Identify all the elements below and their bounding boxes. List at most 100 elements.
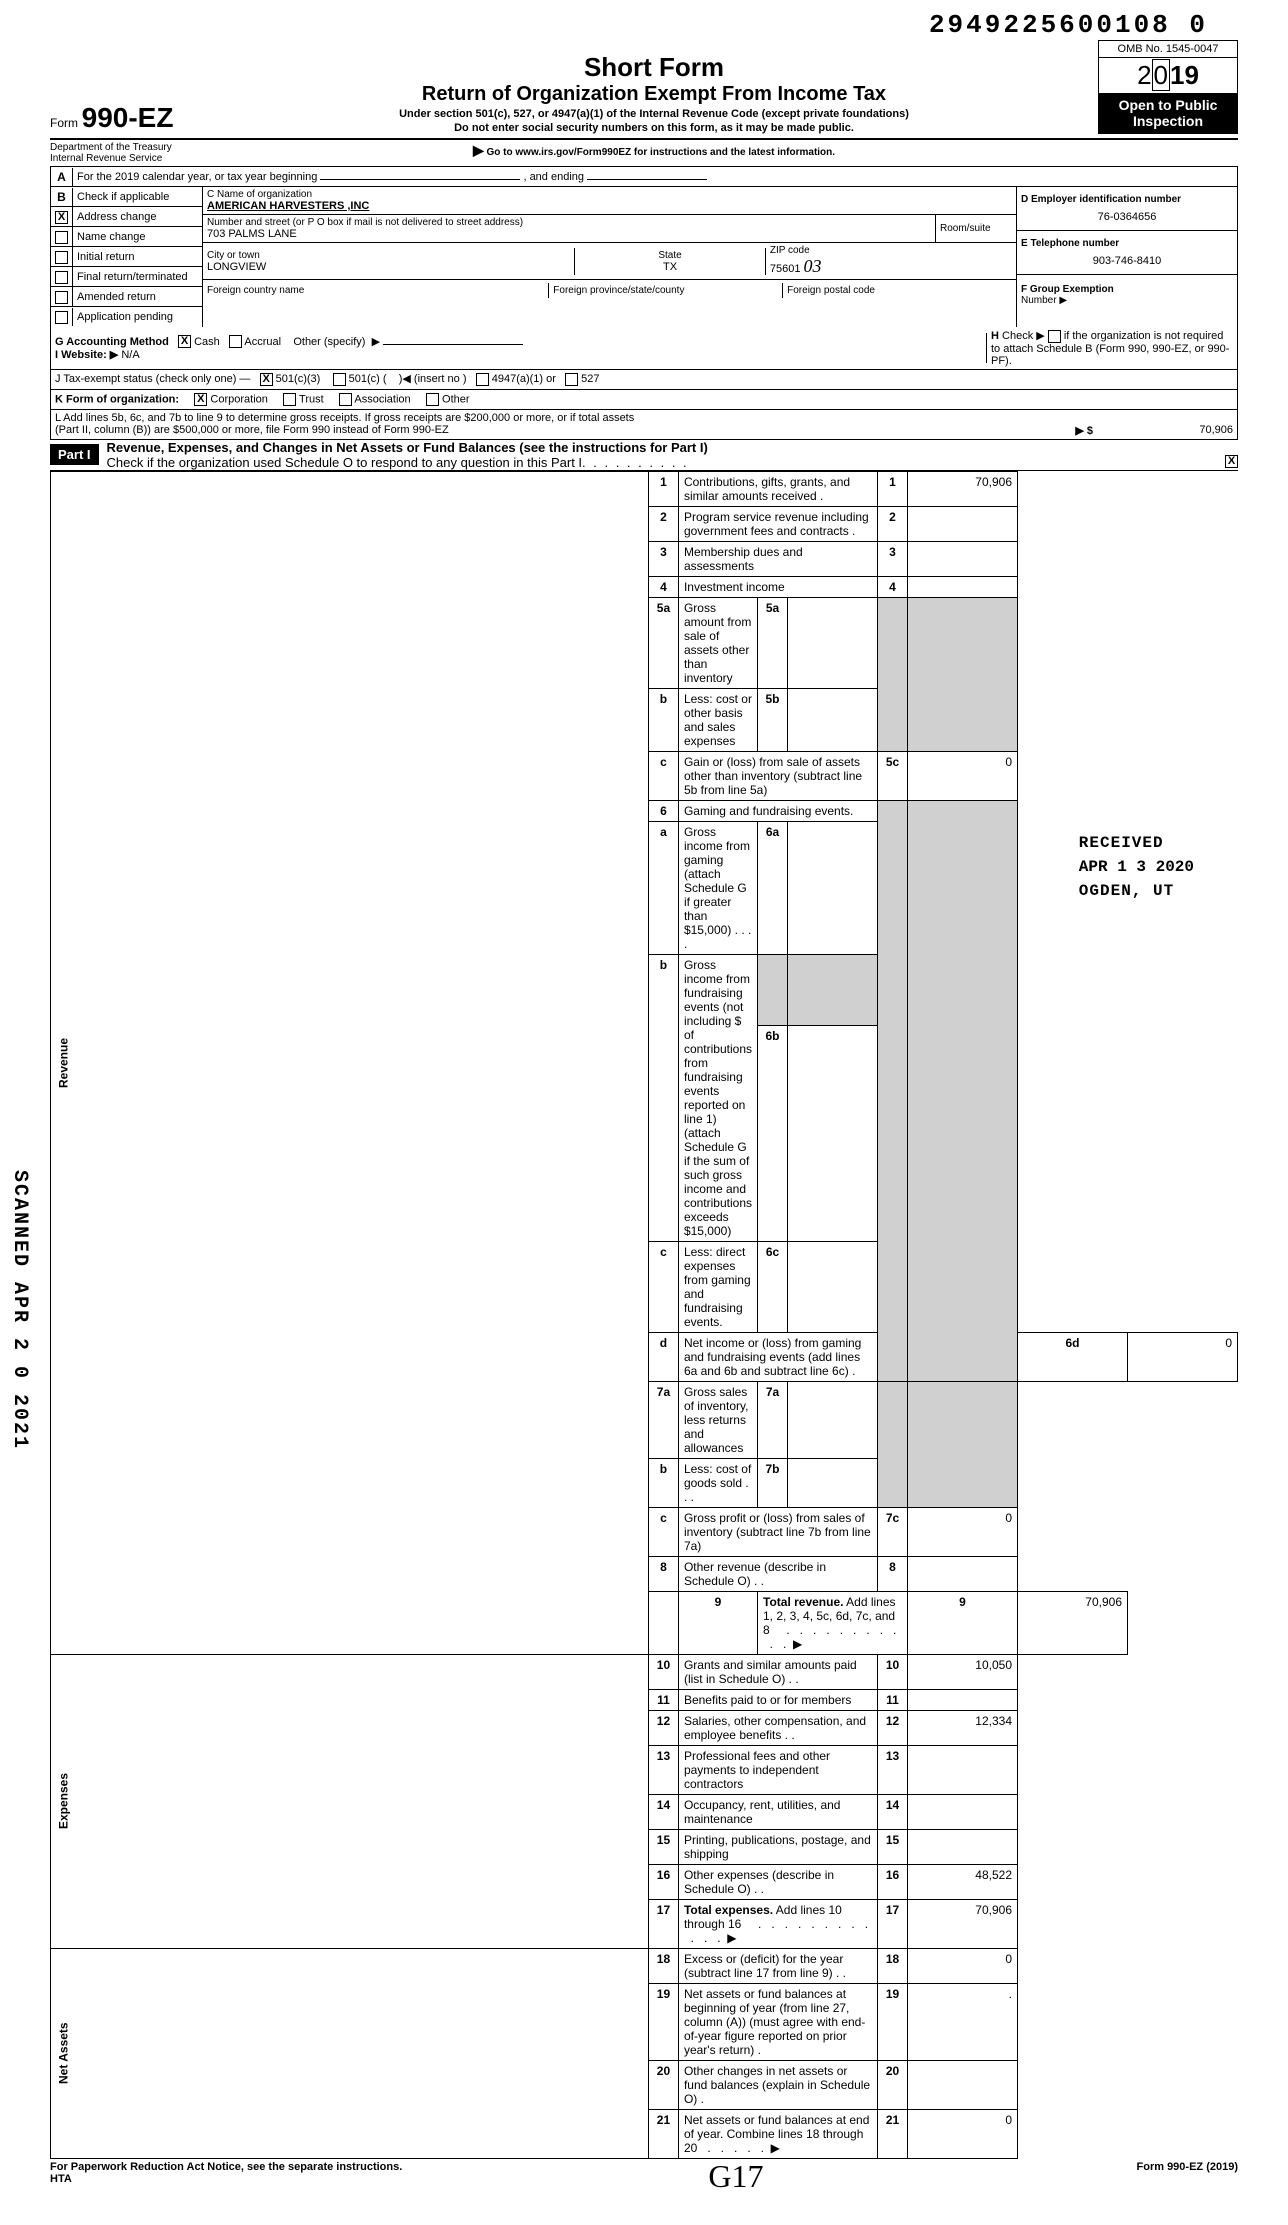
line-12-desc: Salaries, other compensation, and employ…	[678, 1710, 877, 1745]
city-label: City or town	[207, 250, 570, 261]
line-21-desc: Net assets or fund balances at end of ye…	[684, 2113, 869, 2155]
phone-value: 903-746-8410	[1021, 249, 1233, 267]
line-1-value: 70,906	[908, 471, 1018, 506]
checkbox-name-change[interactable]	[55, 231, 68, 244]
form-footer-right: Form 990-EZ (2019)	[1137, 2161, 1239, 2185]
part-1-header: Part I Revenue, Expenses, and Changes in…	[50, 439, 1238, 471]
title-return: Return of Organization Exempt From Incom…	[210, 83, 1098, 106]
part-1-table: Revenue 1 Contributions, gifts, grants, …	[50, 471, 1238, 2159]
paperwork-notice: For Paperwork Reduction Act Notice, see …	[50, 2161, 402, 2173]
hta-label: HTA	[50, 2173, 72, 2185]
revenue-label: Revenue	[51, 471, 649, 1654]
checkbox-amended[interactable]	[55, 291, 68, 304]
line-7b-desc: Less: cost of goods sold . . .	[678, 1458, 757, 1507]
line-j-label: J Tax-exempt status (check only one) —	[55, 373, 250, 385]
checkbox-final-return[interactable]	[55, 271, 68, 284]
line-7c-desc: Gross profit or (loss) from sales of inv…	[678, 1507, 877, 1556]
checkbox-4947[interactable]	[476, 373, 489, 386]
expenses-label: Expenses	[51, 1654, 649, 1948]
line-16-value: 48,522	[908, 1864, 1018, 1899]
line-l-arrow: ▶ $	[1075, 424, 1093, 437]
line-13-desc: Professional fees and other payments to …	[678, 1745, 877, 1794]
scanned-stamp: SCANNED APR 2 0 2021	[8, 1170, 31, 1450]
line-8-desc: Other revenue (describe in Schedule O) .…	[678, 1556, 877, 1591]
checkbox-other-org[interactable]	[426, 393, 439, 406]
line-17-value: 70,906	[908, 1899, 1018, 1948]
line-7a-desc: Gross sales of inventory, less returns a…	[678, 1381, 757, 1458]
line-15-value	[908, 1829, 1018, 1864]
initial-return-label: Initial return	[73, 249, 202, 265]
line-6d-desc: Net income or (loss) from gaming and fun…	[678, 1332, 877, 1381]
line-i-label: I Website: ▶	[55, 349, 118, 361]
checkbox-trust[interactable]	[283, 393, 296, 406]
line-7c-value: 0	[908, 1507, 1018, 1556]
line-6c-mid	[788, 1241, 878, 1332]
line-7b-mid	[788, 1458, 878, 1507]
state-label: State	[579, 250, 761, 261]
amended-label: Amended return	[73, 289, 202, 305]
line-19-desc: Net assets or fund balances at beginning…	[678, 1983, 877, 2060]
line-10-desc: Grants and similar amounts paid (list in…	[678, 1654, 877, 1689]
checkbox-527[interactable]	[565, 373, 578, 386]
org-zip: 75601	[770, 263, 801, 275]
line-5c-desc: Gain or (loss) from sale of assets other…	[678, 751, 877, 800]
title-short-form: Short Form	[210, 52, 1098, 83]
accrual-label: Accrual	[244, 336, 281, 348]
app-pending-label: Application pending	[73, 309, 202, 325]
line-1-desc: Contributions, gifts, grants, and simila…	[678, 471, 877, 506]
line-5b-mid	[788, 688, 878, 751]
line-9-value: 70,906	[1018, 1591, 1128, 1654]
line-6-desc: Gaming and fundraising events.	[678, 800, 877, 821]
stamp-location: OGDEN, UT	[1079, 882, 1194, 900]
checkbox-accrual[interactable]	[229, 335, 242, 348]
cash-label: Cash	[194, 336, 220, 348]
handwritten-note: G17	[708, 2158, 763, 2195]
line-l-value: 70,906	[1093, 424, 1233, 437]
checkbox-cash[interactable]: X	[178, 335, 191, 348]
received-stamp: RECEIVED APR 1 3 2020 OGDEN, UT	[1075, 830, 1198, 904]
address-change-label: Address change	[73, 209, 202, 225]
check-applicable-label: Check if applicable	[73, 189, 202, 205]
checkbox-corp[interactable]: X	[194, 393, 207, 406]
line-l-text2: (Part II, column (B)) are $500,000 or mo…	[55, 424, 449, 437]
line-g-label: G Accounting Method	[55, 336, 169, 348]
checkbox-assoc[interactable]	[339, 393, 352, 406]
checkbox-address-change[interactable]: X	[55, 211, 68, 224]
org-city: LONGVIEW	[207, 261, 570, 273]
line-18-value: 0	[908, 1948, 1018, 1983]
line-12-value: 12,334	[908, 1710, 1018, 1745]
line-14-value	[908, 1794, 1018, 1829]
footer: For Paperwork Reduction Act Notice, see …	[50, 2161, 1238, 2185]
line-8-value	[908, 1556, 1018, 1591]
line-6a-mid	[788, 821, 878, 954]
line-11-value	[908, 1689, 1018, 1710]
527-label: 527	[581, 373, 599, 385]
dept-treasury: Department of the Treasury	[50, 142, 210, 153]
line-15-desc: Printing, publications, postage, and shi…	[678, 1829, 877, 1864]
501c3-label: 501(c)(3)	[276, 373, 321, 385]
netassets-label: Net Assets	[51, 1948, 649, 2158]
checkbox-app-pending[interactable]	[55, 311, 68, 324]
name-change-label: Name change	[73, 229, 202, 245]
assoc-label: Association	[354, 393, 410, 405]
checkbox-schedule-o[interactable]: X	[1225, 455, 1238, 468]
line-2-desc: Program service revenue including govern…	[678, 506, 877, 541]
checkbox-schedule-b[interactable]	[1048, 330, 1061, 343]
checkbox-initial-return[interactable]	[55, 251, 68, 264]
stamp-date: APR 1 3 2020	[1079, 858, 1194, 876]
checkbox-501c[interactable]	[333, 373, 346, 386]
other-specify-label: Other (specify)	[293, 336, 365, 348]
dept-row: Department of the Treasury Internal Reve…	[50, 140, 1238, 167]
line-2-value	[908, 506, 1018, 541]
instructions-link: Go to www.irs.gov/Form990EZ for instruct…	[487, 147, 836, 158]
checkbox-501c3[interactable]: X	[260, 373, 273, 386]
line-3-desc: Membership dues and assessments	[678, 541, 877, 576]
foreign-country-label: Foreign country name	[207, 285, 544, 296]
line-5c-value: 0	[908, 751, 1018, 800]
phone-label: E Telephone number	[1021, 238, 1233, 249]
line-5a-desc: Gross amount from sale of assets other t…	[678, 597, 757, 688]
line-6a-desc: Gross income from gaming (attach Schedul…	[678, 821, 757, 954]
section-text: Under section 501(c), 527, or 4947(a)(1)…	[210, 108, 1098, 120]
line-5b-desc: Less: cost or other basis and sales expe…	[678, 688, 757, 751]
line-k-label: K Form of organization:	[55, 393, 179, 405]
